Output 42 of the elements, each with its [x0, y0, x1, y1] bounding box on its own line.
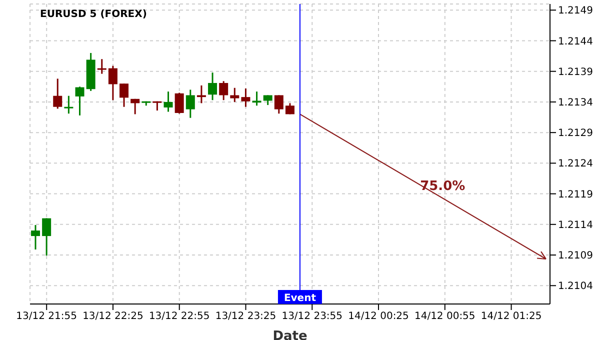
candlestick — [75, 86, 84, 116]
candlestick — [219, 80, 228, 101]
x-tick-label: 13/12 21:55 — [16, 311, 78, 322]
y-tick-label: 1.2119 — [558, 189, 593, 200]
y-tick-label: 1.2134 — [558, 98, 593, 109]
annotation: Event — [284, 293, 316, 304]
candlestick — [120, 82, 129, 108]
x-tick-label: 13/12 23:25 — [215, 311, 276, 322]
x-tick-label: 14/12 00:25 — [348, 311, 409, 322]
candlestick — [97, 58, 106, 75]
candlestick — [263, 94, 272, 106]
x-tick-label: 14/12 01:25 — [480, 311, 542, 322]
candlestick — [53, 78, 62, 110]
x-tick-label: 13/12 22:55 — [148, 311, 210, 322]
candlestick — [252, 90, 262, 106]
y-tick-label: 1.2129 — [558, 128, 593, 140]
candlestick — [42, 218, 52, 256]
candlestick — [196, 84, 206, 104]
y-tick-label: 1.2109 — [558, 250, 593, 262]
y-tick-label: 1.2139 — [558, 66, 593, 78]
x-tick-label: 13/12 22:25 — [82, 311, 144, 322]
candlestick — [230, 87, 240, 103]
y-tick-label: 1.2114 — [558, 220, 593, 231]
candlestick — [130, 98, 140, 115]
text: EURUSD 5 (FOREX) — [40, 9, 147, 20]
candlestick — [241, 88, 250, 108]
candlestick — [208, 72, 218, 101]
candlestick — [108, 65, 118, 101]
x-tick-label: 13/12 23:55 — [282, 311, 343, 322]
annotation: 75.0% — [420, 179, 466, 194]
x-tick-label: 14/12 00:55 — [414, 311, 476, 322]
y-tick-label: 1.2104 — [558, 281, 593, 292]
y-tick-label: 1.2124 — [558, 158, 593, 170]
x-axis-title: Date — [272, 329, 308, 340]
candlestick — [186, 88, 195, 119]
candlestick — [174, 92, 184, 114]
candlestick — [31, 224, 40, 250]
y-tick-label: 1.2144 — [558, 36, 593, 48]
y-tick-label: 1.2149 — [558, 6, 593, 17]
candlestick — [274, 94, 284, 114]
candlestick — [164, 90, 173, 113]
candlestick — [64, 95, 74, 114]
